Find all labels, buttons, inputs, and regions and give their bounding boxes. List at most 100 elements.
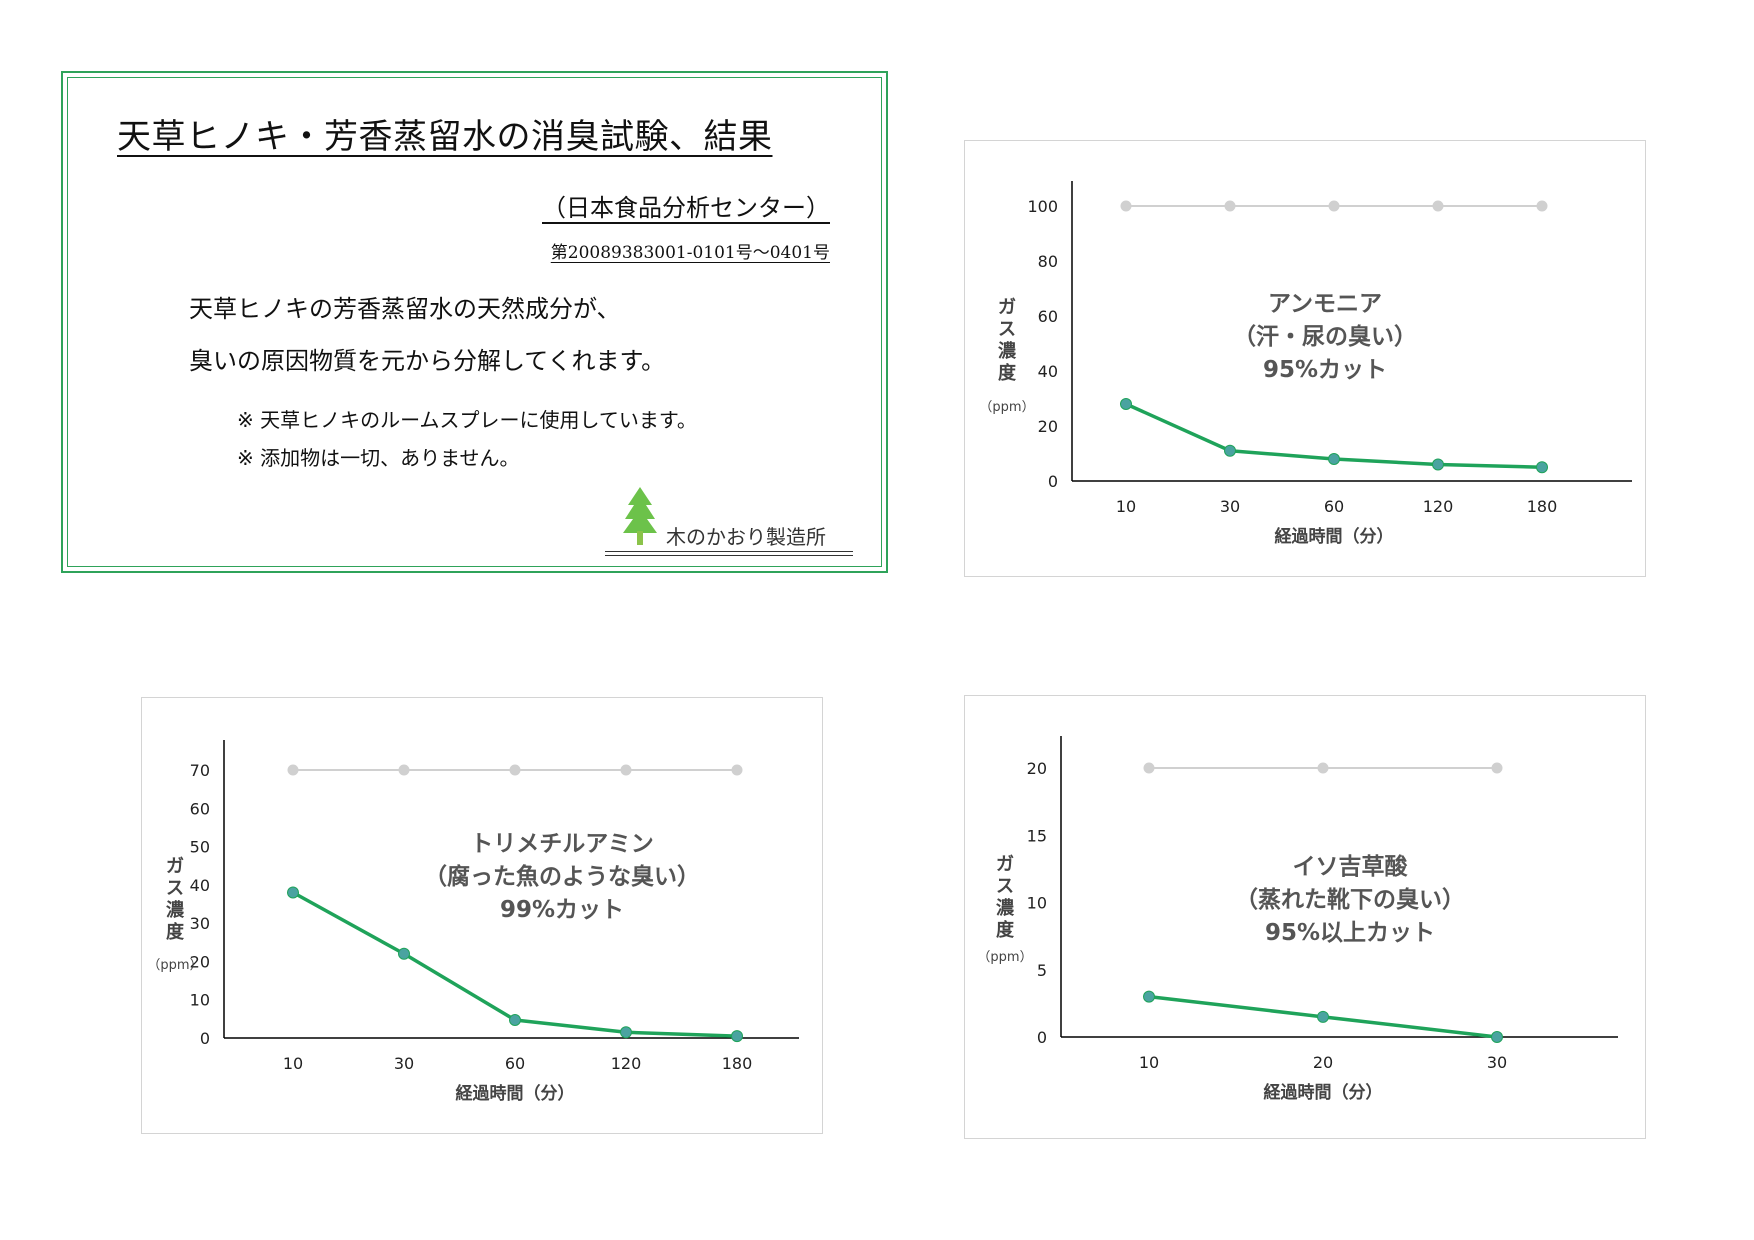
reference-point xyxy=(1536,200,1548,212)
reference-point xyxy=(509,764,521,776)
chart-panel-trimethylamine: 0 10 20 30 40 50 60 70 10 30 60 120 180 経過時間（分） ガス濃度 （p… xyxy=(141,697,823,1134)
y-tick-label: 70 xyxy=(190,761,210,780)
y-tick-label: 20 xyxy=(1027,759,1047,778)
chart-panel-isovaleric-acid: 0 5 10 15 20 10 20 30 経過時間（分） ガス濃度 （ppm） イソ吉草酸 （蒸れた靴… xyxy=(964,695,1646,1139)
x-tick-label: 120 xyxy=(1423,497,1454,516)
card-inner-border xyxy=(67,77,882,567)
test-point xyxy=(1491,1031,1503,1043)
reference-point xyxy=(1143,762,1155,774)
test-point xyxy=(1224,444,1236,457)
test-point xyxy=(1143,990,1155,1003)
brand-underline xyxy=(605,551,853,556)
brand-name: 木のかおり製造所 xyxy=(666,525,826,549)
y-axis-unit: （ppm） xyxy=(979,400,1034,415)
y-axis-label: 度 xyxy=(998,362,1017,384)
test-point xyxy=(1328,453,1340,465)
chart-annotation-line: （腐った魚のような臭い） xyxy=(424,863,700,890)
y-tick-label: 20 xyxy=(1038,417,1058,436)
description-line: 天草ヒノキの芳香蒸留水の天然成分が、 xyxy=(189,295,621,323)
y-tick-label: 20 xyxy=(190,952,210,971)
reference-point xyxy=(1224,200,1236,212)
reference-point xyxy=(1491,762,1503,774)
y-axis-label: ス xyxy=(998,319,1016,340)
source-organization: （日本食品分析センター） xyxy=(542,194,830,222)
y-tick-label: 5 xyxy=(1037,961,1047,980)
reference-point xyxy=(1432,200,1444,212)
x-tick-label: 120 xyxy=(611,1054,642,1073)
y-axis-label: 濃 xyxy=(996,897,1015,919)
x-axis-label: 経過時間（分） xyxy=(1275,526,1394,547)
test-point xyxy=(1317,1010,1329,1023)
y-axis-unit: （ppm） xyxy=(977,950,1032,965)
y-tick-label: 40 xyxy=(1038,362,1058,381)
y-axis-label: ス xyxy=(996,876,1014,897)
note-line: ※ 天草ヒノキのルームスプレーに使用しています。 xyxy=(237,408,697,432)
page-title: 天草ヒノキ・芳香蒸留水の消臭試験、結果 xyxy=(117,117,773,157)
chart-annotation-line: アンモニア xyxy=(1268,291,1382,317)
x-tick-label: 30 xyxy=(1220,497,1240,516)
reference-point xyxy=(1317,762,1329,774)
y-tick-label: 0 xyxy=(1048,472,1058,491)
note-line: ※ 添加物は一切、ありません。 xyxy=(237,446,520,470)
y-axis-label: 濃 xyxy=(998,340,1017,362)
x-tick-label: 10 xyxy=(283,1054,303,1073)
y-tick-label: 40 xyxy=(190,876,210,895)
y-axis-label: ガ xyxy=(996,854,1014,875)
chart-annotation-line: イソ吉草酸 xyxy=(1293,853,1409,880)
description-line: 臭いの原因物質を元から分解してくれます。 xyxy=(189,347,666,375)
test-point xyxy=(620,1026,632,1039)
x-tick-label: 10 xyxy=(1116,497,1136,516)
y-tick-label: 10 xyxy=(190,991,210,1010)
x-tick-label: 180 xyxy=(722,1054,753,1073)
x-tick-label: 60 xyxy=(1324,497,1344,516)
chart-annotation-line: （汗・尿の臭い） xyxy=(1233,323,1417,350)
x-tick-label: 60 xyxy=(505,1054,525,1073)
chart-annotation-line: （蒸れた靴下の臭い） xyxy=(1235,886,1465,913)
info-card: 天草ヒノキ・芳香蒸留水の消臭試験、結果 （日本食品分析センター） 第200893… xyxy=(61,71,888,573)
test-point xyxy=(509,1014,521,1027)
y-tick-label: 60 xyxy=(190,799,210,818)
y-tick-label: 15 xyxy=(1027,826,1047,845)
y-tick-label: 10 xyxy=(1027,894,1047,913)
reference-point xyxy=(1120,200,1132,212)
chart-annotation-line: トリメチルアミン xyxy=(470,831,654,857)
y-tick-label: 100 xyxy=(1027,197,1058,216)
y-tick-label: 80 xyxy=(1038,252,1058,271)
x-tick-label: 180 xyxy=(1527,497,1558,516)
y-axis-label: ス xyxy=(166,878,184,899)
chart-annotation-line: 95%以上カット xyxy=(1265,920,1435,946)
chart-annotation-line: 95%カット xyxy=(1263,357,1387,383)
tree-icon xyxy=(623,487,657,545)
reference-point xyxy=(620,764,632,776)
y-axis-label: 度 xyxy=(166,921,185,943)
x-tick-label: 30 xyxy=(1487,1053,1507,1072)
chart-panel-ammonia: 0 20 40 60 80 100 10 30 60 120 180 経過時間（分） ガス濃度 （ppm）… xyxy=(964,140,1646,577)
test-point xyxy=(1536,461,1548,474)
y-axis-label: 度 xyxy=(996,919,1015,941)
y-tick-label: 30 xyxy=(190,914,210,933)
test-point xyxy=(1432,458,1444,471)
x-axis-label: 経過時間（分） xyxy=(1264,1082,1383,1103)
reference-point xyxy=(398,764,410,776)
x-tick-label: 30 xyxy=(394,1054,414,1073)
y-axis-unit: （ppm） xyxy=(147,958,202,973)
y-tick-label: 60 xyxy=(1038,307,1058,326)
report-number: 第20089383001-0101号～0401号 xyxy=(550,243,830,263)
test-point xyxy=(731,1030,743,1043)
x-axis-label: 経過時間（分） xyxy=(456,1083,575,1104)
reference-point xyxy=(1328,200,1340,212)
y-tick-label: 0 xyxy=(200,1029,210,1048)
reference-point xyxy=(287,764,299,776)
y-axis-label: ガ xyxy=(998,297,1016,318)
reference-point xyxy=(731,764,743,776)
chart-annotation-line: 99%カット xyxy=(500,897,624,923)
test-point xyxy=(1120,398,1132,410)
y-axis-label: ガ xyxy=(166,856,184,877)
x-tick-label: 20 xyxy=(1313,1053,1333,1072)
y-axis-label: 濃 xyxy=(166,899,185,921)
test-point xyxy=(398,947,410,960)
y-tick-label: 50 xyxy=(190,838,210,857)
x-tick-label: 10 xyxy=(1139,1053,1159,1072)
